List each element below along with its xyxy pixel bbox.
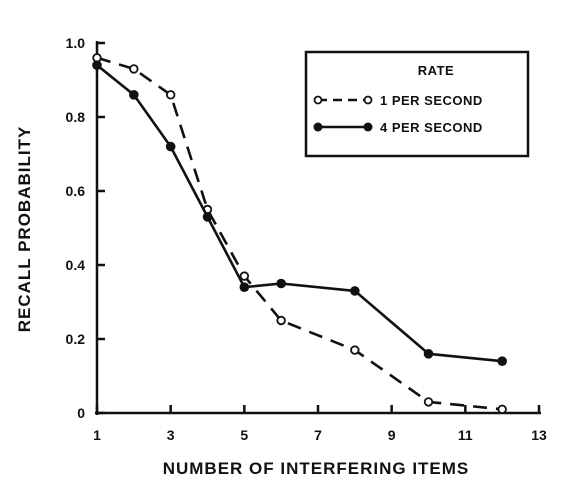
data-point-filled: [423, 349, 434, 359]
x-ticks: 1 3 5 7 9 11 13: [93, 405, 547, 443]
data-point-open: [129, 64, 139, 74]
x-axis-label: NUMBER OF INTERFERING ITEMS: [163, 459, 470, 478]
x-tick-label: 9: [388, 427, 396, 443]
y-tick-label: 1.0: [66, 35, 86, 51]
legend-entry-1: 1 PER SECOND: [313, 93, 483, 108]
x-tick-label: 3: [167, 427, 175, 443]
y-tick-label: 0.8: [66, 109, 86, 125]
y-tick-label: 0.6: [66, 183, 86, 199]
data-point-filled: [276, 278, 286, 289]
x-tick-label: 1: [93, 427, 101, 443]
legend: RATE 1 PER SECOND 4 PER SECOND: [304, 50, 530, 158]
legend-marker-open: [313, 95, 323, 105]
data-point-open: [165, 90, 176, 100]
data-point-open: [497, 404, 507, 414]
y-tick-label: 0: [77, 405, 85, 421]
series-2: [92, 60, 507, 367]
legend-marker-filled: [363, 122, 373, 132]
y-axis-label: RECALL PROBABILITY: [15, 126, 34, 333]
legend-label-1: 1 PER SECOND: [380, 93, 483, 108]
y-tick-label: 0.2: [66, 331, 86, 347]
x-tick-label: 13: [531, 427, 547, 443]
legend-marker-filled: [313, 122, 323, 132]
legend-title: RATE: [418, 63, 454, 78]
legend-label-2: 4 PER SECOND: [380, 120, 483, 135]
y-ticks: 0 0.2 0.4 0.6 0.8 1.0: [66, 35, 105, 421]
data-point-filled: [350, 286, 360, 296]
data-point-filled: [202, 212, 213, 222]
data-point-filled: [497, 356, 507, 367]
series-1: [92, 53, 507, 414]
series-layer: [92, 53, 507, 414]
data-point-filled: [129, 90, 139, 100]
data-point-open: [423, 397, 434, 407]
x-tick-label: 7: [314, 427, 322, 443]
legend-box: [304, 50, 530, 158]
x-tick-label: 5: [240, 427, 248, 443]
y-tick-label: 0.4: [66, 257, 86, 273]
data-point-open: [239, 271, 250, 281]
data-point-open: [350, 345, 360, 355]
data-point-open: [276, 315, 286, 326]
data-point-filled: [92, 60, 102, 70]
legend-marker-open: [363, 95, 373, 105]
legend-entry-2: 4 PER SECOND: [313, 120, 483, 135]
data-point-filled: [165, 141, 176, 152]
x-tick-label: 11: [458, 427, 473, 443]
data-point-filled: [239, 282, 250, 293]
